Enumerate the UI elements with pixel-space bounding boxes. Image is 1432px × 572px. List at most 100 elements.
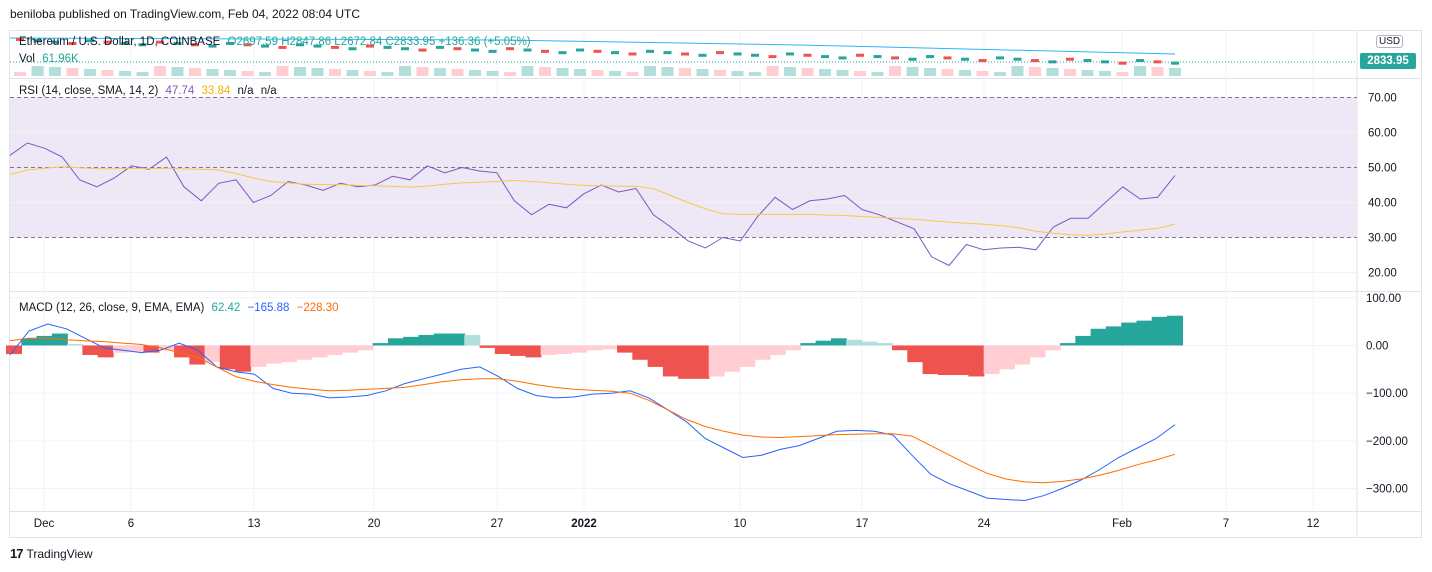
rsi-y-tick: 40.00 — [1368, 198, 1397, 210]
macd-histogram-bar — [1151, 316, 1168, 346]
macd-histogram-bar — [861, 341, 878, 346]
macd-legend[interactable]: MACD (12, 26, close, 9, EMA, EMA) 62.42 … — [19, 302, 343, 314]
macd-histogram-bar — [769, 345, 786, 355]
price-candle — [943, 56, 952, 60]
macd-histogram-bar — [311, 345, 328, 358]
symbol-line: Ethereum / U.S. Dollar, 1D, COINBASE — [19, 36, 221, 48]
price-candle — [471, 48, 479, 52]
price-candle — [786, 52, 794, 56]
macd-histogram-bar — [647, 345, 664, 367]
price-candle — [821, 55, 829, 59]
volume-bar — [434, 68, 446, 76]
macd-histogram-bar — [754, 345, 771, 360]
volume-legend[interactable]: Vol 61.96K — [19, 53, 83, 65]
macd-histogram-bar — [235, 345, 252, 372]
macd-line-value: −165.88 — [247, 302, 290, 314]
macd-hist-value: 62.42 — [211, 302, 241, 314]
price-candle — [1066, 57, 1074, 61]
price-candle — [366, 44, 374, 48]
macd-y-tick: 0.00 — [1366, 340, 1388, 352]
macd-histogram-bar — [143, 345, 160, 353]
macd-histogram-bar — [922, 345, 939, 375]
x-tick-label: 12 — [1307, 518, 1320, 530]
macd-histogram-bar — [1105, 326, 1122, 346]
macd-histogram-bar — [617, 345, 634, 353]
macd-histogram-bar — [1167, 315, 1183, 346]
macd-histogram-bar — [785, 345, 802, 351]
x-tick-label: 6 — [128, 518, 134, 530]
price-candle — [716, 51, 724, 55]
price-candle — [1118, 61, 1127, 65]
macd-histogram-bar — [983, 345, 1000, 375]
rsi-sma-line — [9, 166, 1176, 236]
price-candle — [436, 45, 444, 49]
price-candle — [961, 57, 969, 61]
volume-bar — [889, 66, 901, 76]
macd-histogram-bar — [67, 344, 84, 346]
x-tick-label: 20 — [368, 518, 381, 530]
macd-histogram-bar — [464, 334, 481, 346]
price-candle — [856, 53, 864, 57]
tradingview-logo[interactable]: 17 TradingView — [10, 546, 93, 561]
volume-bar — [626, 72, 639, 76]
volume-bar — [206, 69, 219, 76]
volume-bar — [661, 67, 674, 76]
price-candle — [68, 41, 77, 45]
volume-bar — [189, 68, 201, 76]
macd-histogram-bar — [280, 345, 297, 363]
macd-y-tick: 100.00 — [1366, 293, 1401, 305]
macd-y-tick: −100.00 — [1366, 388, 1408, 400]
macd-histogram-bar — [372, 343, 389, 346]
price-candle — [1083, 59, 1092, 63]
volume-bar — [784, 67, 796, 76]
macd-histogram-bar — [21, 338, 38, 346]
currency-button[interactable]: USD — [1376, 35, 1404, 48]
macd-y-tick: −300.00 — [1366, 484, 1408, 496]
volume-bar — [364, 71, 376, 76]
volume-bar — [381, 72, 394, 76]
price-candle — [646, 49, 654, 53]
volume-bar — [1064, 69, 1076, 76]
price-candle — [541, 49, 549, 53]
volume-bar — [49, 67, 61, 76]
price-candle — [208, 44, 217, 48]
volume-bar — [574, 69, 586, 76]
volume-bar — [941, 69, 954, 76]
chart-frame — [9, 30, 1422, 538]
price-candle — [611, 51, 619, 55]
tradingview-brand: TradingView — [26, 546, 93, 561]
rsi-y-tick: 30.00 — [1368, 233, 1397, 245]
price-candle — [926, 55, 934, 59]
macd-histogram-bar — [112, 345, 129, 353]
price-candle — [506, 47, 514, 51]
price-candle — [86, 39, 94, 43]
volume-bar — [1046, 68, 1059, 76]
rsi-na-2: n/a — [260, 85, 277, 97]
macd-histogram-bar — [418, 334, 435, 346]
macd-histogram-bar — [433, 333, 450, 346]
price-candle — [226, 41, 234, 45]
volume-bar — [924, 68, 936, 76]
volume-bar — [136, 72, 149, 76]
rsi-legend[interactable]: RSI (14, close, SMA, 14, 2) 47.74 33.84 … — [19, 85, 281, 97]
macd-histogram-bar — [632, 345, 649, 360]
price-candle — [751, 53, 759, 57]
x-tick-label: 10 — [734, 518, 747, 530]
macd-histogram-bar — [846, 339, 863, 346]
volume-bar — [31, 66, 44, 76]
volume-bar — [154, 66, 166, 76]
macd-histogram-bar — [250, 345, 267, 367]
macd-histogram-bar — [36, 335, 53, 346]
macd-histogram-bar — [219, 345, 236, 370]
macd-histogram-bar — [326, 345, 343, 355]
volume-bar — [1081, 70, 1094, 76]
symbol-legend[interactable]: Ethereum / U.S. Dollar, 1D, COINBASE O26… — [19, 36, 535, 48]
macd-histogram-bar — [265, 345, 282, 364]
rsi-line — [9, 142, 1176, 267]
macd-histogram-bar — [128, 345, 145, 353]
macd-histogram-bar — [586, 345, 603, 351]
volume-bar — [959, 70, 971, 76]
macd-histogram-bar — [800, 343, 817, 346]
volume-bar — [836, 70, 849, 76]
volume-bar — [731, 71, 744, 76]
